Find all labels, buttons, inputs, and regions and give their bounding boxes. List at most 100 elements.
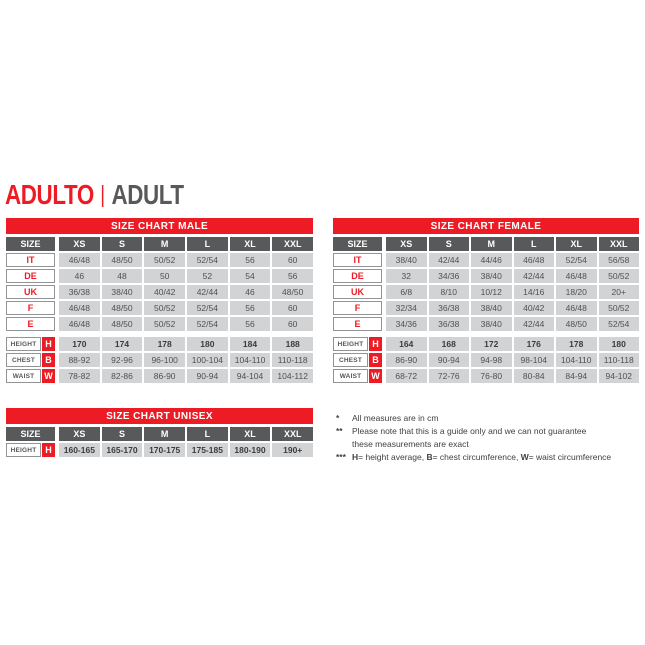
value-cell: 56	[272, 269, 314, 283]
value-cell: 180-190	[229, 443, 271, 457]
footnote-line: * All measures are in cm	[336, 412, 642, 425]
measure-label-cell: CHEST B	[333, 353, 382, 367]
value-cell: 94-102	[598, 369, 639, 383]
size-row: IT 38/40 42/44 44/46 46/48 52/54 56/58	[333, 253, 639, 267]
value-cell: 78-82	[59, 369, 100, 383]
row-label-cell: E	[6, 317, 55, 331]
value-cell: 10/12	[471, 285, 512, 299]
value-cell: 98-104	[513, 353, 554, 367]
size-chart-female-table: SIZE CHART FEMALE SIZE XS S M L XL XXL IT 38/40 42…	[333, 218, 639, 383]
value-cell: 110-118	[272, 353, 314, 367]
row-label-cell: F	[333, 301, 382, 315]
measure-code-badge: H	[369, 337, 382, 351]
value-cell: 38/40	[471, 317, 512, 331]
value-cell: 94-104	[229, 369, 271, 383]
measure-label: WAIST	[333, 369, 368, 383]
column-header-cell: S	[101, 427, 143, 441]
value-cell: 56	[229, 253, 271, 267]
footnote-marker: *	[336, 413, 340, 423]
table-title-bar: SIZE CHART FEMALE	[333, 218, 639, 234]
value-cell: 48/50	[101, 253, 143, 267]
column-header-cell: M	[144, 237, 186, 251]
size-row: UK 6/8 8/10 10/12 14/16 18/20 20+	[333, 285, 639, 299]
value-cell: 46/48	[59, 317, 100, 331]
size-row: UK 36/38 38/40 40/42 42/44 46 48/50	[6, 285, 314, 299]
value-cell: 40/42	[513, 301, 554, 315]
measure-code-badge: W	[42, 369, 55, 383]
footnote-segment: H	[352, 452, 359, 462]
value-cell: 42/44	[513, 269, 554, 283]
value-cell: 60	[272, 301, 314, 315]
value-cell: 178	[144, 337, 186, 351]
value-cell: 42/44	[513, 317, 554, 331]
value-cell: 56	[229, 317, 271, 331]
value-cell: 50/52	[598, 301, 639, 315]
value-cell: 86-90	[144, 369, 186, 383]
value-cell: 84-94	[556, 369, 597, 383]
column-header-cell: XS	[59, 237, 100, 251]
column-header-cell: XXL	[272, 237, 314, 251]
value-cell: 38/40	[101, 285, 143, 299]
value-cell: 34/36	[386, 317, 427, 331]
value-cell: 52	[187, 269, 228, 283]
value-cell: 14/16	[513, 285, 554, 299]
value-cell: 175-185	[187, 443, 228, 457]
value-cell: 104-110	[229, 353, 271, 367]
value-cell: 170-175	[144, 443, 186, 457]
size-row: DE 46 48 50 52 54 56	[6, 269, 314, 283]
table-header-row: SIZE XS S M L XL XXL	[333, 237, 639, 251]
column-header-cell: XL	[556, 237, 597, 251]
value-cell: 36/38	[428, 317, 469, 331]
row-label-cell: UK	[6, 285, 55, 299]
table-header-row: SIZE XS S M L XL XXL	[6, 427, 314, 441]
value-cell: 80-84	[513, 369, 554, 383]
value-cell: 20+	[598, 285, 639, 299]
page-title-separator: |	[100, 180, 106, 207]
column-header-cell: S	[101, 237, 143, 251]
value-cell: 48/50	[556, 317, 597, 331]
measure-row: HEIGHT H 170 174 178 180 184 188	[6, 337, 314, 351]
column-header-cell: L	[513, 237, 554, 251]
value-cell: 48/50	[101, 317, 143, 331]
size-chart-unisex-table: SIZE CHART UNISEX SIZE XS S M L XL XXL HEIGHT H 16…	[6, 408, 314, 457]
value-cell: 46	[59, 269, 100, 283]
measure-label: CHEST	[6, 353, 41, 367]
value-cell: 50/52	[144, 253, 186, 267]
value-cell: 90-94	[187, 369, 228, 383]
value-cell: 172	[471, 337, 512, 351]
value-cell: 36/38	[428, 301, 469, 315]
value-cell: 56	[229, 301, 271, 315]
table-title-bar: SIZE CHART UNISEX	[6, 408, 313, 424]
column-header-cell: XS	[59, 427, 100, 441]
value-cell: 60	[272, 253, 314, 267]
row-label-cell: IT	[6, 253, 55, 267]
measure-label: HEIGHT	[6, 443, 41, 457]
value-cell: 104-112	[272, 369, 314, 383]
measure-row: HEIGHT H 164 168 172 176 178 180	[333, 337, 639, 351]
value-cell: 50	[144, 269, 186, 283]
measure-code-badge: B	[42, 353, 55, 367]
footnote-segment: = height average,	[358, 452, 427, 462]
value-cell: 100-104	[187, 353, 228, 367]
column-header-cell: XXL	[272, 427, 314, 441]
value-cell: 46/48	[513, 253, 554, 267]
page-title-primary: ADULTO	[5, 179, 94, 210]
measure-label: HEIGHT	[333, 337, 368, 351]
value-cell: 6/8	[386, 285, 427, 299]
size-row: IT 46/48 48/50 50/52 52/54 56 60	[6, 253, 314, 267]
size-row: F 46/48 48/50 50/52 52/54 56 60	[6, 301, 314, 315]
value-cell: 104-110	[556, 353, 597, 367]
value-cell: 52/54	[556, 253, 597, 267]
column-header-cell: S	[428, 237, 469, 251]
value-cell: 160-165	[59, 443, 100, 457]
size-row: F 32/34 36/38 38/40 40/42 46/48 50/52	[333, 301, 639, 315]
column-header-cell: XS	[386, 237, 427, 251]
value-cell: 110-118	[598, 353, 639, 367]
value-cell: 165-170	[101, 443, 143, 457]
column-header-cell: L	[187, 237, 228, 251]
row-label-cell: DE	[333, 269, 382, 283]
value-cell: 46/48	[556, 301, 597, 315]
value-cell: 38/40	[471, 269, 512, 283]
footnote-marker: ***	[336, 452, 346, 462]
